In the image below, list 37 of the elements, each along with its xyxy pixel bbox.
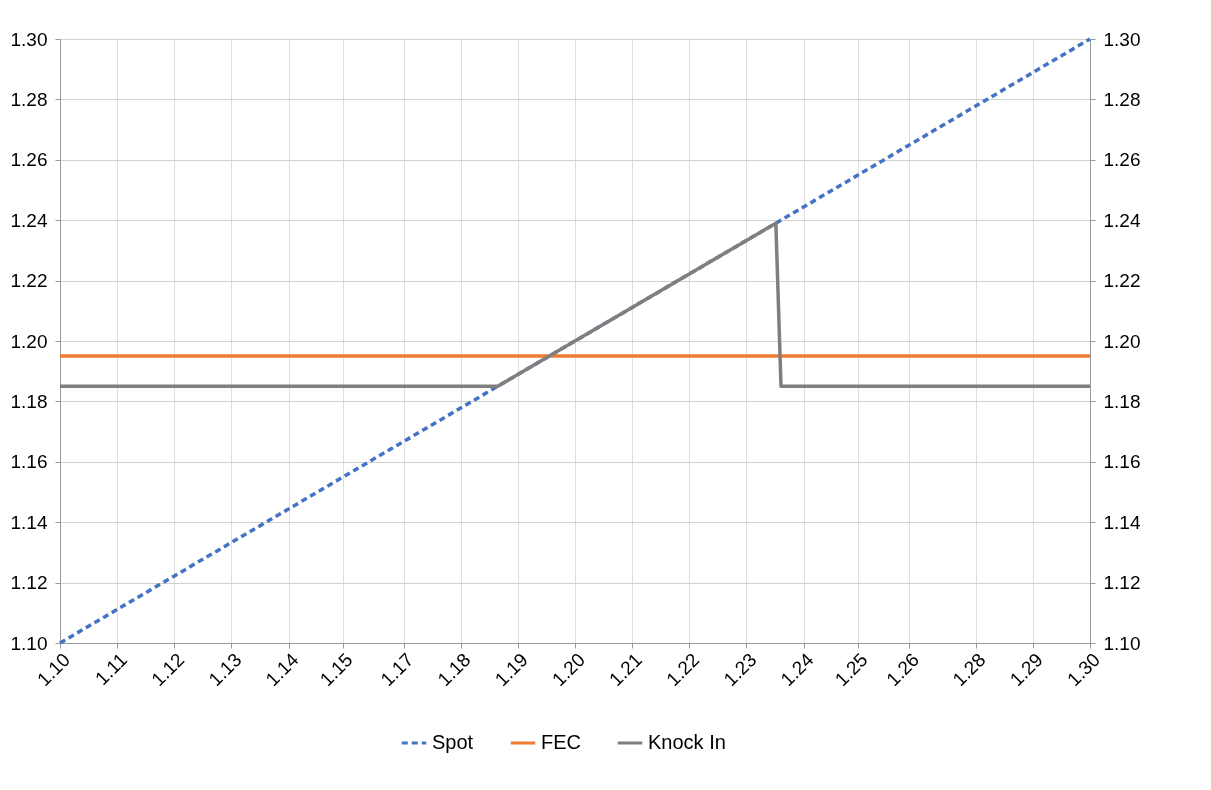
y-tick-label: 1.28 [10,88,48,110]
x-tick-label: 1.23 [719,649,761,691]
y2-tick-label: 1.10 [1103,632,1141,654]
y2-tick-label: 1.26 [1103,149,1141,171]
y-tick-label: 1.20 [10,330,48,352]
x-tick-label: 1.11 [91,649,132,690]
x-tick-label: 1.18 [433,649,475,691]
x-tick-label: 1.29 [1005,649,1047,691]
y2-tick-label: 1.30 [1103,28,1141,50]
x-tick-label: 1.21 [605,649,647,691]
y-tick-label: 1.30 [10,28,48,50]
legend-label: FEC [541,731,581,753]
x-tick-label: 1.13 [204,649,246,691]
y-tick-label: 1.22 [10,270,48,292]
y2-tick-label: 1.16 [1103,451,1141,473]
legend-label: Spot [432,731,474,753]
legend-label: Knock In [648,731,726,753]
x-tick-label: 1.19 [490,649,532,691]
y2-tick-label: 1.22 [1103,270,1141,292]
y2-tick-label: 1.18 [1103,390,1141,412]
y2-tick-label: 1.28 [1103,88,1141,110]
y-tick-label: 1.24 [10,209,48,231]
y-tick-label: 1.10 [10,632,48,654]
x-tick-label: 1.22 [662,649,704,691]
y-tick-label: 1.26 [10,149,48,171]
y2-tick-label: 1.24 [1103,209,1141,231]
y2-tick-label: 1.14 [1103,511,1141,533]
x-tick-label: 1.12 [147,649,189,691]
y-tick-label: 1.16 [10,451,48,473]
y2-tick-label: 1.12 [1103,572,1141,594]
x-tick-label: 1.30 [1062,649,1104,691]
y-tick-label: 1.18 [10,390,48,412]
y-tick-label: 1.14 [10,511,48,533]
x-tick-label: 1.20 [547,649,589,691]
y-tick-label: 1.12 [10,572,48,594]
x-tick-label: 1.28 [948,649,990,691]
y2-tick-label: 1.20 [1103,330,1141,352]
